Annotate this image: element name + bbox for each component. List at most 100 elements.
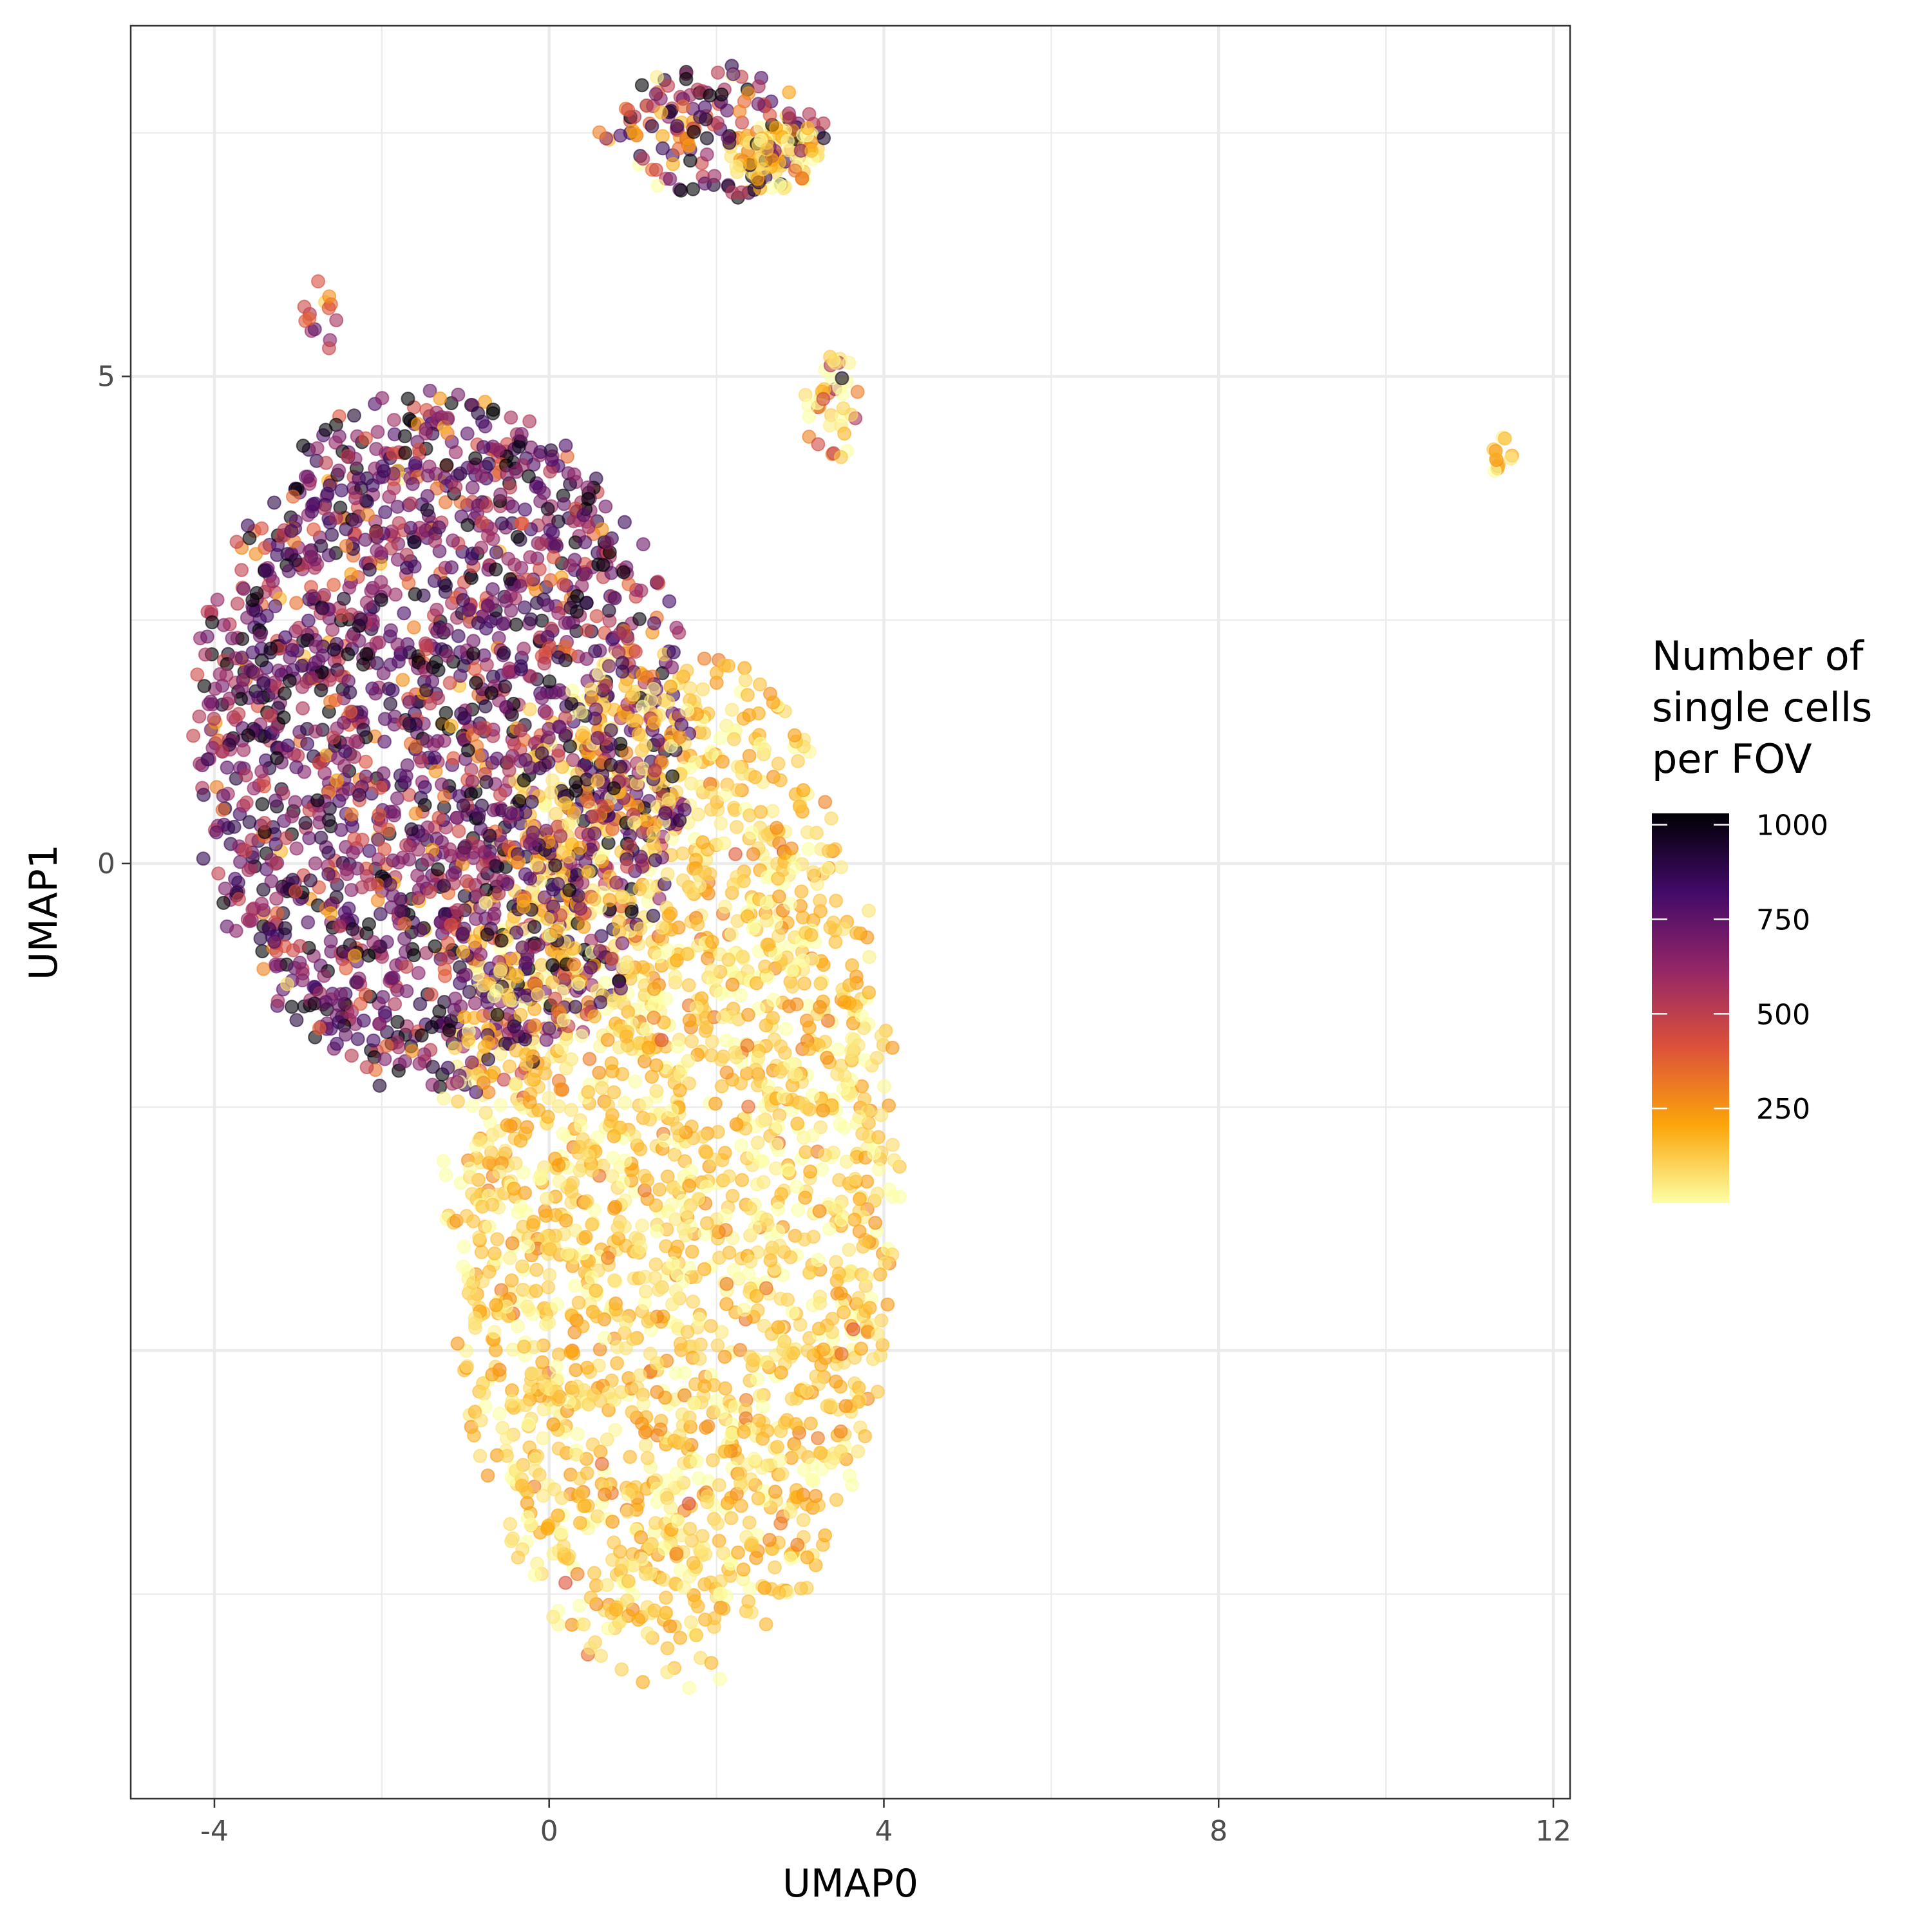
scatter-point (495, 617, 510, 631)
scatter-point (704, 1656, 719, 1671)
scatter-point (211, 866, 226, 881)
scatter-point (658, 806, 673, 820)
x-tick-label: 8 (1209, 1815, 1227, 1848)
scatter-point (330, 773, 345, 788)
scatter-point (706, 1405, 721, 1419)
scatter-point (712, 1478, 726, 1492)
scatter-point (239, 795, 254, 810)
scatter-point (816, 1342, 831, 1357)
scatter-point (639, 1022, 654, 1036)
scatter-point (766, 992, 781, 1007)
scatter-point (370, 543, 384, 558)
scatter-point (453, 466, 468, 481)
scatter-point (632, 882, 647, 896)
scatter-point (236, 582, 251, 596)
scatter-point (729, 820, 744, 835)
scatter-point (649, 1473, 663, 1488)
scatter-point (682, 1013, 697, 1028)
scatter-point (666, 1180, 681, 1195)
scatter-point (701, 951, 715, 966)
scatter-point (611, 1220, 625, 1235)
scatter-point (684, 1164, 699, 1179)
scatter-point (794, 884, 809, 899)
scatter-point (596, 558, 611, 573)
scatter-point (820, 1399, 835, 1414)
scatter-point (436, 1154, 451, 1168)
scatter-point (530, 1557, 544, 1571)
scatter-point (345, 807, 359, 822)
scatter-point (632, 612, 647, 627)
scatter-point (741, 1007, 755, 1022)
scatter-point (725, 185, 740, 200)
scatter-point (666, 156, 680, 171)
scatter-point (585, 1217, 600, 1232)
scatter-point (332, 463, 346, 478)
scatter-point (710, 1124, 725, 1139)
scatter-point (635, 859, 650, 874)
scatter-point (359, 1060, 374, 1075)
scatter-point (598, 499, 613, 514)
scatter-point (676, 99, 690, 114)
scatter-point (796, 1513, 811, 1528)
scatter-point (789, 1180, 804, 1194)
scatter-point (748, 1063, 763, 1077)
scatter-point (356, 657, 371, 672)
scatter-point (397, 606, 412, 621)
scatter-point (420, 489, 435, 504)
scatter-point (805, 1088, 820, 1103)
scatter-point (205, 615, 220, 630)
scatter-point (319, 455, 334, 470)
scatter-point (703, 1319, 718, 1333)
scatter-point (546, 1417, 561, 1432)
scatter-point (548, 1208, 563, 1222)
scatter-point (641, 1040, 656, 1055)
scatter-point (331, 1015, 346, 1030)
scatter-point (482, 457, 496, 471)
scatter-point (806, 1473, 821, 1488)
scatter-point (222, 691, 237, 706)
scatter-point (372, 1078, 387, 1093)
scatter-point (490, 1232, 505, 1247)
scatter-point (459, 838, 473, 853)
scatter-point (790, 1537, 805, 1552)
scatter-point (456, 798, 471, 813)
scatter-point (647, 715, 661, 730)
scatter-point (619, 1029, 634, 1044)
scatter-point (462, 985, 477, 999)
scatter-point (392, 1063, 406, 1078)
scatter-point (430, 862, 445, 876)
scatter-point (479, 775, 494, 790)
scatter-point (529, 1283, 544, 1298)
scatter-point (521, 1239, 536, 1254)
scatter-point (726, 1263, 741, 1277)
scatter-point (623, 838, 638, 853)
scatter-point (667, 645, 681, 659)
scatter-point (858, 1053, 873, 1068)
scatter-point (795, 910, 810, 925)
scatter-point (669, 620, 684, 635)
scatter-point (562, 883, 577, 898)
scatter-point (424, 1019, 439, 1034)
scatter-point (674, 183, 688, 198)
scatter-point (327, 578, 341, 592)
scatter-point (564, 1345, 578, 1359)
scatter-point (650, 178, 665, 193)
scatter-point (607, 1535, 621, 1550)
scatter-point (492, 1406, 507, 1421)
scatter-point (589, 1309, 604, 1324)
scatter-point (473, 947, 488, 961)
scatter-point (285, 999, 299, 1014)
scatter-point (459, 1209, 474, 1224)
scatter-point (249, 547, 263, 562)
scatter-point (812, 1204, 827, 1218)
scatter-point (842, 978, 857, 992)
scatter-point (682, 1410, 697, 1425)
scatter-point (605, 1514, 620, 1529)
scatter-point (769, 820, 784, 835)
scatter-point (431, 520, 446, 535)
scatter-point (339, 538, 354, 553)
scatter-point (580, 1466, 594, 1481)
scatter-point (537, 656, 552, 671)
scatter-point (391, 1040, 406, 1055)
scatter-point (868, 1215, 883, 1230)
